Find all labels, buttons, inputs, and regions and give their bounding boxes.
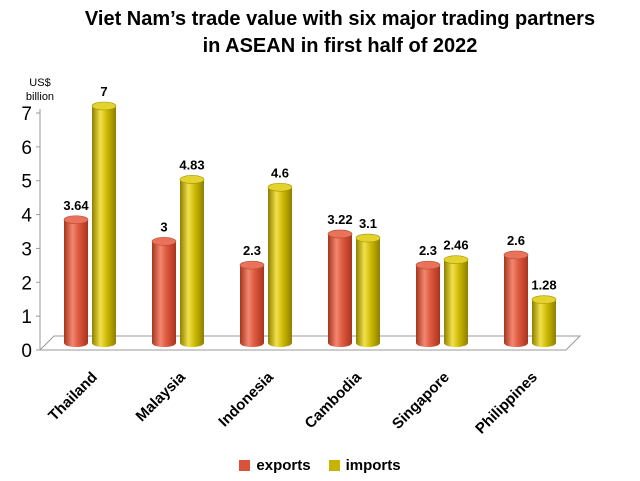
bar-cap-imports-singapore xyxy=(443,255,469,265)
y-axis-unit-label: US$ billion xyxy=(20,76,60,104)
bar-cap-imports-malaysia xyxy=(179,175,205,184)
y-tick-label: 5 xyxy=(21,172,32,193)
bar-exports-thailand xyxy=(64,219,88,347)
bar-exports-malaysia xyxy=(152,241,176,347)
chart-floor xyxy=(38,335,582,351)
bar-cap-exports-singapore xyxy=(415,260,441,270)
data-label-exports-thailand: 3.64 xyxy=(63,198,89,213)
data-label-exports-philippines: 2.6 xyxy=(507,233,525,248)
data-label-exports-cambodia: 3.22 xyxy=(327,212,352,227)
data-label-imports-philippines: 1.28 xyxy=(531,278,556,293)
y-tick-label: 2 xyxy=(21,273,32,294)
chart-title: Viet Nam’s trade value with six major tr… xyxy=(60,6,620,60)
data-label-imports-indonesia: 4.6 xyxy=(271,165,289,180)
y-axis-unit-line-1: US$ xyxy=(29,77,51,89)
chart-title-line-2: in ASEAN in first half of 2022 xyxy=(202,35,478,57)
legend-label-exports: exports xyxy=(256,457,311,474)
bar-cap-exports-philippines xyxy=(503,250,529,260)
y-axis-unit-line-2: billion xyxy=(25,91,55,103)
y-tick-label: 7 xyxy=(21,104,32,125)
y-tick-label: 3 xyxy=(21,239,32,260)
y-tick-label: 0 xyxy=(21,341,32,362)
data-label-imports-cambodia: 3.1 xyxy=(359,216,377,231)
legend-swatch-imports xyxy=(328,460,340,471)
y-tick-label: 4 xyxy=(21,206,32,227)
bar-exports-singapore xyxy=(416,265,440,347)
data-label-imports-singapore: 2.46 xyxy=(443,238,468,253)
legend-item-imports: imports xyxy=(328,457,401,474)
bar-imports-thailand xyxy=(92,106,116,347)
x-tick-label-singapore: Singapore xyxy=(389,369,453,433)
bar-cap-imports-thailand xyxy=(91,101,117,111)
chart-legend: exports imports xyxy=(0,457,640,474)
bar-imports-malaysia xyxy=(180,179,204,347)
x-tick-label-cambodia: Cambodia xyxy=(302,368,366,432)
x-tick-label-indonesia: Indonesia xyxy=(215,368,277,430)
bar-cap-exports-cambodia xyxy=(327,229,353,239)
legend-swatch-exports xyxy=(239,460,251,471)
x-tick-label-malaysia: Malaysia xyxy=(133,368,190,425)
bar-imports-philippines xyxy=(532,299,556,347)
bar-imports-singapore xyxy=(444,259,468,347)
bar-cap-imports-philippines xyxy=(531,295,557,304)
bar-imports-cambodia xyxy=(356,238,380,347)
data-label-exports-indonesia: 2.3 xyxy=(243,243,261,258)
y-tick-label: 1 xyxy=(21,307,32,328)
bar-imports-indonesia xyxy=(268,187,292,347)
bar-cap-exports-indonesia xyxy=(239,260,265,270)
data-label-exports-malaysia: 3 xyxy=(160,219,167,234)
x-tick-label-philippines: Philippines xyxy=(472,369,541,438)
bar-cap-exports-thailand xyxy=(63,215,89,225)
x-tick-label-thailand: Thailand xyxy=(45,369,101,425)
bar-exports-cambodia xyxy=(328,233,352,347)
y-tick-label: 6 xyxy=(21,138,32,159)
bar-cap-exports-malaysia xyxy=(151,237,177,246)
bar-exports-indonesia xyxy=(240,265,264,347)
chart-title-line-1: Viet Nam’s trade value with six major tr… xyxy=(84,8,596,30)
bar-cap-imports-indonesia xyxy=(267,182,293,192)
data-label-exports-singapore: 2.3 xyxy=(419,243,437,258)
data-label-imports-thailand: 7 xyxy=(100,84,107,99)
bar-cap-imports-cambodia xyxy=(355,233,381,243)
legend-label-imports: imports xyxy=(345,457,401,474)
legend-item-exports: exports xyxy=(239,457,311,474)
bar-chart: 0 1 2 3 4 5 6 7 3.64 7 Thailand 3 4.83 Malaysia 2.3 4.6… xyxy=(21,84,582,438)
bar-exports-philippines xyxy=(504,254,528,347)
data-label-imports-malaysia: 4.83 xyxy=(179,157,204,172)
